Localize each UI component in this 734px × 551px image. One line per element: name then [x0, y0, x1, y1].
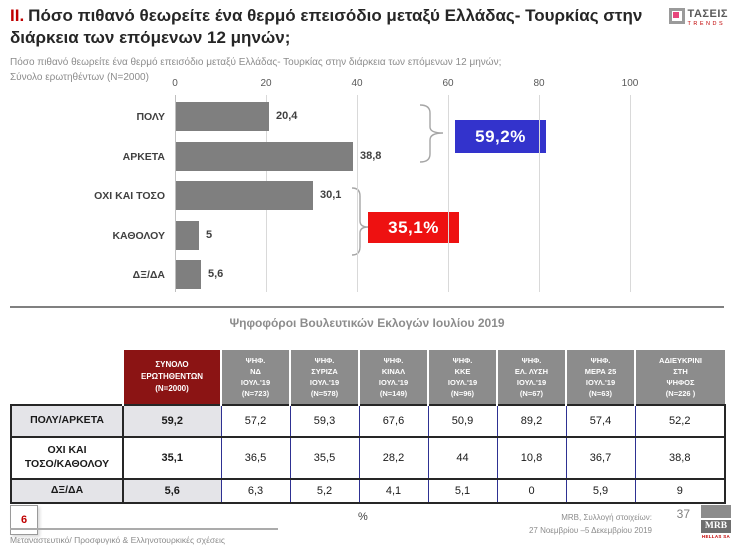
table-column-header: ΨΗΦ. ΣΥΡΙΖΑ ΙΟΥΛ.'19 (N=578)	[289, 350, 359, 405]
axis-tick-label: 100	[621, 78, 639, 89]
bar	[176, 142, 353, 171]
crosstab-table: ΣΥΝΟΛΟ ΕΡΩΤΗΘΕΝΤΩΝ (N=2000) ΨΗΦ. ΝΔ ΙΟΥΛ.…	[10, 350, 726, 504]
sum-callout-positive: 59,2%	[455, 120, 546, 153]
table-column-header: ΑΔΙΕΥΚΡΙΝΙ ΣΤΗ ΨΗΦΟΣ (N=226 )	[634, 350, 725, 405]
axis-tick-label: 40	[351, 78, 363, 89]
gridline	[539, 95, 540, 292]
question-subtitle: Πόσο πιθανό θεωρείτε ένα θερμό επεισόδιο…	[10, 56, 610, 85]
mrb-logo-block	[701, 505, 731, 518]
table-cell: 0	[496, 478, 567, 504]
collection-note-line1: MRB, Συλλογή στοιχείων:	[561, 513, 652, 522]
axis-tick-label: 0	[172, 78, 178, 89]
footer-divider	[10, 528, 278, 530]
page-number: 37	[676, 507, 690, 521]
table-cell: 5,6	[122, 478, 222, 504]
category-label: ΑΡΚΕΤΑ	[122, 151, 165, 163]
bar	[176, 260, 201, 289]
value-label: 5,6	[208, 268, 224, 280]
value-label: 20,4	[276, 110, 298, 122]
subtitle-line2: Σύνολο ερωτηθέντων (N=2000)	[10, 71, 149, 83]
section-divider	[10, 306, 724, 308]
category-label: ΚΑΘΟΛΟΥ	[112, 230, 165, 242]
table-cell: 6,3	[220, 478, 291, 504]
question-number: II.	[10, 6, 25, 25]
table-cell: 5,1	[427, 478, 498, 504]
mrb-logo-name: MRB	[701, 519, 731, 533]
percent-unit-note: %	[358, 511, 368, 523]
bar-chart: 59,2% 35,1% 0 20 40 60 80 100 ΠΟΛΥ 20,4 ΑΡΚΕΤΑ 38…	[0, 78, 734, 310]
table-cell: 28,2	[358, 436, 429, 480]
table-cell: 38,8	[634, 436, 726, 480]
table-cell: 57,4	[565, 404, 636, 438]
value-label: 5	[206, 229, 213, 241]
value-label: 30,1	[320, 189, 342, 201]
subtitle-line1: Πόσο πιθανό θεωρείτε ένα θερμό επεισόδιο…	[10, 57, 502, 68]
category-label: ΔΞ/ΔΑ	[132, 269, 165, 281]
footer-topic-note: Μεταναστευτικό/ Προσφυγικό & Ελληνοτουρκ…	[10, 535, 225, 545]
category-label: ΠΟΛΥ	[136, 111, 165, 123]
axis-tick-label: 20	[260, 78, 272, 89]
table-cell: 5,2	[289, 478, 360, 504]
value-label: 38,8	[360, 150, 382, 162]
table-cell: 5,9	[565, 478, 636, 504]
gridline	[448, 95, 449, 292]
taseis-logo-icon	[668, 8, 685, 24]
bar	[176, 221, 199, 250]
table-cell: 36,5	[220, 436, 291, 480]
table-header-spacer	[11, 350, 123, 405]
bar	[176, 102, 269, 131]
category-label: ΟΧΙ ΚΑΙ ΤΟΣΟ	[94, 190, 165, 202]
gridline	[357, 95, 358, 292]
taseis-logo-name: ΤΑΣΕΙΣ	[687, 8, 728, 20]
axis-tick-label: 80	[533, 78, 545, 89]
table-cell: 4,1	[358, 478, 429, 504]
table-row: ΟΧΙ ΚΑΙ ΤΟΣΟ/ΚΑΘΟΛΟΥ 35,1 36,5 35,5 28,2 44 10…	[10, 436, 726, 480]
table-column-header: ΨΗΦ. ΚΚΕ ΙΟΥΛ.'19 (N=96)	[427, 350, 497, 405]
table-cell: 36,7	[565, 436, 636, 480]
slide-number: 6	[20, 514, 28, 526]
table-cell: 9	[634, 478, 726, 504]
taseis-trends-logo: ΤΑΣΕΙΣ TRENDS	[668, 8, 728, 27]
row-label: ΔΞ/ΔΑ	[10, 478, 124, 504]
brace-bottom-group	[351, 187, 369, 256]
table-column-header: ΨΗΦ. ΕΛ. ΛΥΣΗ ΙΟΥΛ.'19 (N=67)	[496, 350, 566, 405]
table-header: ΣΥΝΟΛΟ ΕΡΩΤΗΘΕΝΤΩΝ (N=2000) ΨΗΦ. ΝΔ ΙΟΥΛ.…	[11, 350, 725, 405]
table-cell: 35,1	[122, 436, 222, 480]
table-column-header: ΣΥΝΟΛΟ ΕΡΩΤΗΘΕΝΤΩΝ (N=2000)	[122, 350, 221, 405]
table-body: ΠΟΛΥ/ΑΡΚΕΤΑ 59,2 57,2 59,3 67,6 50,9 89,2 57,4 5…	[10, 404, 726, 504]
slide-number-box: 6	[10, 505, 38, 535]
bar	[176, 181, 313, 210]
table-cell: 57,2	[220, 404, 291, 438]
table-section-title: Ψηφοφόροι Βουλευτικών Εκλογών Ιουλίου 20…	[229, 316, 505, 330]
table-cell: 52,2	[634, 404, 726, 438]
question-title: Πόσο πιθανό θεωρείτε ένα θερμό επεισόδιο…	[10, 6, 643, 48]
collection-note-line2: 27 Νοεμβρίου –5 Δεκεμβρίου 2019	[528, 525, 652, 535]
taseis-logo-sub: TRENDS	[687, 21, 726, 27]
page-title: II. Πόσο πιθανό θεωρείτε ένα θερμό επεισό…	[10, 5, 665, 50]
table-column-header: ΨΗΦ. ΜΕΡΑ 25 ΙΟΥΛ.'19 (N=63)	[565, 350, 635, 405]
mrb-logo: MRB HELLAS SA	[701, 505, 731, 539]
table-cell: 50,9	[427, 404, 498, 438]
table-cell: 59,2	[122, 404, 222, 438]
brace-top-group	[419, 104, 444, 163]
table-row: ΔΞ/ΔΑ 5,6 6,3 5,2 4,1 5,1 0 5,9 9	[10, 478, 726, 504]
table-cell: 89,2	[496, 404, 567, 438]
row-label: ΠΟΛΥ/ΑΡΚΕΤΑ	[10, 404, 124, 438]
table-cell: 35,5	[289, 436, 360, 480]
data-collection-note: MRB, Συλλογή στοιχείων: 27 Νοεμβρίου –5 …	[529, 512, 652, 538]
row-label: ΟΧΙ ΚΑΙ ΤΟΣΟ/ΚΑΘΟΛΟΥ	[10, 436, 124, 480]
table-cell: 10,8	[496, 436, 567, 480]
table-cell: 67,6	[358, 404, 429, 438]
table-cell: 59,3	[289, 404, 360, 438]
table-column-header: ΨΗΦ. ΚΙΝΑΛ ΙΟΥΛ.'19 (N=149)	[358, 350, 428, 405]
gridline	[630, 95, 631, 292]
table-cell: 44	[427, 436, 498, 480]
sum-callout-negative: 35,1%	[368, 212, 459, 243]
table-column-header: ΨΗΦ. ΝΔ ΙΟΥΛ.'19 (N=723)	[220, 350, 290, 405]
mrb-logo-sub: HELLAS SA	[701, 534, 731, 539]
axis-tick-label: 60	[442, 78, 454, 89]
gridline	[175, 95, 176, 292]
table-row: ΠΟΛΥ/ΑΡΚΕΤΑ 59,2 57,2 59,3 67,6 50,9 89,2 57,4 5…	[10, 404, 726, 438]
